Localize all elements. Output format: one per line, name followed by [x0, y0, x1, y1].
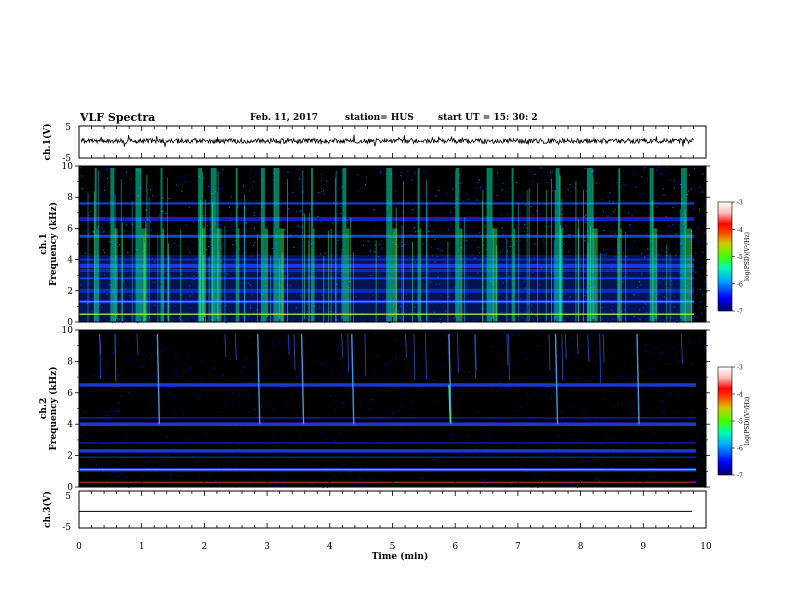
ch1-spectrogram-ytick-10: 10: [62, 162, 74, 172]
ch2-spectrogram-ytick-2: 2: [67, 452, 73, 462]
ch2-spectrogram-whistler-4.35: [351, 333, 355, 425]
xtick-9: 9: [640, 542, 646, 552]
colorbars: -3 -4 -5 -6 -7 log(PSD)(V²/Hz) -3 -4 -5 -6 -7 log(P…: [717, 200, 751, 480]
ch1-colorbar-tick--4: -4: [737, 227, 743, 234]
ch2-colorbar-tick--6: -6: [737, 446, 743, 453]
ch2-spectrogram-ytick-4: 4: [67, 420, 73, 430]
ch1-spectrogram-ytick-0: 0: [67, 318, 73, 328]
ch2-spectrogram-panel: 0 2 4 6 8 10 ch.2 Frequency (kHz): [39, 326, 710, 493]
ch1-spectrogram-ylabel-1: Frequency (kHz): [48, 202, 59, 286]
ch2-spectrogram-whistler-5.9: [448, 333, 452, 425]
ch3-waveform-ylabel: ch.3(V): [42, 491, 53, 528]
ch3-ytick-bottom: -5: [62, 523, 71, 533]
chart-title: VLF Spectra: [80, 111, 156, 124]
ch1-spectrogram-burst-7.6: [555, 168, 560, 322]
xtick-10: 10: [700, 542, 712, 552]
ch2-spectrogram-whistler-7.6: [554, 333, 559, 425]
x-axis-label: Time (min): [372, 551, 429, 562]
ch1-spectrogram-burst-9.6: [680, 168, 687, 322]
ch1-spectrogram-burst-6: [455, 168, 460, 322]
ch1-waveform-ylabel: ch.1(V): [42, 124, 53, 161]
ch1-colorbar-label: log(PSD)(V²/Hz): [744, 232, 751, 281]
ch1-spectrogram-burst-3.7: [310, 168, 313, 322]
ch1-spectrogram-burst-2.1: [210, 168, 217, 322]
ch1-spectrogram-burst-0.9: [135, 168, 142, 322]
ch2-colorbar-label: log(PSD)(V²/Hz): [744, 397, 751, 446]
ch1-spectrogram-ytick-6: 6: [67, 224, 73, 234]
ch1-spectrogram-burst-3.1: [273, 168, 280, 322]
station-label: station= HUS: [345, 113, 414, 123]
ch2-spectrogram-whistler-3.55: [300, 333, 305, 425]
ch2-spectrogram-green-whistler: [448, 384, 451, 423]
ch3-ytick-top: 5: [65, 492, 71, 502]
ch1-spectrogram-burst-4.9: [386, 168, 393, 322]
ch1-colorbar-gradient: [717, 201, 733, 312]
ch2-colorbar-tick--4: -4: [737, 392, 743, 399]
ch2-spectrogram-whistler-8.9: [636, 333, 640, 425]
ch1-spectrogram-burst-1.3: [160, 168, 163, 322]
time-axis: 0 1 2 3 4 5 6 7 8 9 10 Time (min): [76, 542, 712, 562]
ch1-colorbar-tick--6: -6: [737, 281, 743, 288]
ch2-spectrogram-ytick-8: 8: [67, 357, 73, 367]
xtick-4: 4: [327, 542, 333, 552]
ch2-colorbar-tick--5: -5: [737, 419, 743, 426]
ch2-spectrogram-whistler-1.25: [156, 333, 161, 425]
xtick-6: 6: [452, 542, 458, 552]
ch1-spectrogram-burst-2.5: [235, 168, 238, 322]
ch2-spectrogram-band-4: [79, 422, 696, 426]
ch3-waveform-panel: 5 -5 ch.3(V): [42, 490, 707, 533]
xtick-7: 7: [515, 542, 521, 552]
ch2-spectrogram-band-4.4: [79, 417, 696, 419]
ch1-colorbar-tick--5: -5: [737, 254, 743, 261]
ch2-spectrogram-ytick-6: 6: [67, 389, 73, 399]
ch1-spectrogram-ytick-2: 2: [67, 287, 73, 297]
ch1-spectrogram-background: [79, 166, 706, 322]
ch1-spectrogram-panel: 0 2 4 6 8 10 ch.1 Frequency (kHz): [39, 162, 710, 328]
xtick-1: 1: [139, 542, 145, 552]
ch1-ytick-top: 5: [65, 123, 71, 133]
ch1-spectrogram-burst-2.9: [260, 168, 265, 322]
ch2-spectrogram-ytick-0: 0: [67, 483, 73, 493]
ch2-colorbar-tick--7: -7: [737, 473, 743, 480]
ch1-spectrogram-burst-8.1: [586, 168, 593, 322]
ch2-spectrogram-whistler-2.85: [256, 333, 261, 425]
ch2-spectrogram-band-2.3: [79, 449, 696, 453]
ch1-spectrogram-burst-6.5: [486, 168, 493, 322]
ch1-spectrogram-burst-5.4: [417, 168, 420, 322]
ch2-spectrogram-ytick-10: 10: [62, 326, 74, 336]
date-label: Feb. 11, 2017: [250, 113, 319, 123]
ch1-spectrogram-burst-4.2: [342, 168, 347, 322]
ch1-spectrogram-ytick-4: 4: [67, 256, 73, 266]
xtick-3: 3: [264, 542, 270, 552]
xtick-2: 2: [202, 542, 208, 552]
ch2-spectrogram-ylabel-0: ch.2: [39, 398, 49, 419]
ch1-spectrogram-burst-9.1: [649, 168, 654, 322]
xtick-5: 5: [390, 542, 396, 552]
ch3-waveform-frame: [78, 490, 707, 529]
xtick-8: 8: [578, 542, 584, 552]
ch1-spectrogram-ylabel-0: ch.1: [39, 233, 49, 254]
ch1-spectrogram-burst-6.9: [511, 168, 514, 322]
ch1-colorbar-tick--7: -7: [737, 309, 743, 316]
ch1-waveform-panel: 5 -5 ch.1(V): [42, 123, 707, 164]
ch2-spectrogram-band-1.9: [79, 456, 696, 458]
xtick-0: 0: [76, 542, 82, 552]
ch2-spectrogram-ylabel-1: Frequency (kHz): [48, 366, 59, 450]
ch1-spectrogram-burst-0.25: [94, 168, 97, 322]
ch1-waveform-trace: [80, 134, 694, 147]
ch2-spectrogram-band-2.8: [79, 442, 696, 444]
ch2-colorbar-gradient: [717, 366, 733, 476]
ch1-ytick-bottom: -5: [62, 154, 71, 164]
ch2-spectrogram-band-6.5: [79, 383, 696, 387]
start-time-label: start UT = 15: 30: 2: [438, 113, 538, 123]
ch2-spectrogram-background: [79, 330, 706, 487]
ch2-colorbar-tick--3: -3: [737, 365, 743, 372]
ch1-colorbar-tick--3: -3: [737, 200, 743, 207]
ch1-spectrogram-burst-0.5: [110, 168, 115, 322]
ch1-spectrogram-ytick-8: 8: [67, 193, 73, 203]
